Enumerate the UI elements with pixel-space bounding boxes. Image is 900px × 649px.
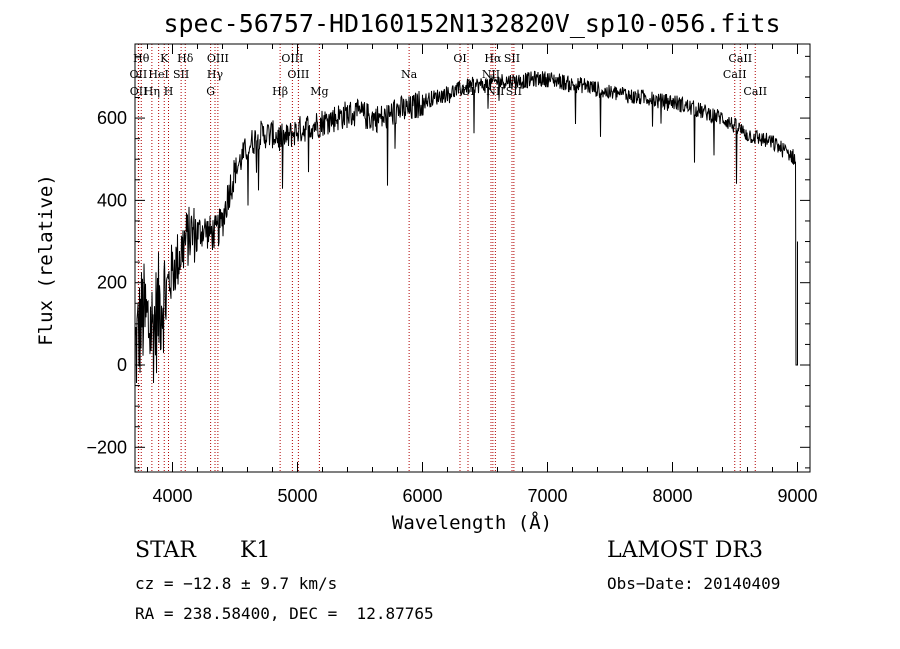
object-class: STAR bbox=[135, 538, 196, 563]
object-subclass: K1 bbox=[240, 538, 271, 563]
line-label-25: CaII bbox=[723, 68, 747, 81]
line-label-15: Mg bbox=[310, 85, 328, 98]
line-label-2: OII bbox=[130, 85, 148, 98]
line-label-3: Hη bbox=[144, 85, 160, 98]
line-label-10: Hγ bbox=[207, 68, 224, 81]
y-axis-ticks: −200 0 200 400 600 bbox=[86, 55, 810, 469]
x-axis-ticks: 4000 5000 6000 7000 8000 9000 bbox=[147, 44, 818, 506]
x-tick-label-0: 4000 bbox=[152, 486, 192, 506]
y-tick-label-3: 400 bbox=[97, 190, 127, 210]
x-tick-label-4: 8000 bbox=[652, 486, 692, 506]
line-label-19: Hα bbox=[484, 52, 502, 65]
line-label-13: OIII bbox=[281, 52, 303, 65]
line-label-5: K bbox=[160, 52, 169, 65]
line-label-4: HeI bbox=[148, 68, 168, 81]
ra-dec-coordinates: RA = 238.58400, DEC = 12.87765 bbox=[135, 604, 434, 623]
spectrum-line bbox=[134, 70, 798, 384]
x-tick-label-5: 9000 bbox=[777, 486, 817, 506]
line-label-6: H bbox=[164, 85, 174, 98]
spectral-line-markers bbox=[137, 44, 756, 472]
line-label-7: SII bbox=[173, 68, 189, 81]
line-label-12: Hβ bbox=[272, 85, 288, 98]
x-tick-label-1: 5000 bbox=[277, 486, 317, 506]
line-label-0: Hθ bbox=[133, 52, 150, 65]
line-label-14: OIII bbox=[287, 68, 309, 81]
line-label-8: Hδ bbox=[177, 52, 194, 65]
y-tick-label-0: −200 bbox=[86, 437, 127, 457]
x-axis-label: Wavelength (Å) bbox=[392, 511, 552, 534]
line-label-16: Na bbox=[401, 68, 418, 81]
x-tick-label-3: 7000 bbox=[527, 486, 567, 506]
line-label-24: CaII bbox=[728, 52, 752, 65]
chart-title: spec-56757-HD160152N132820V_sp10-056.fit… bbox=[163, 9, 780, 38]
line-label-22: SII bbox=[504, 52, 520, 65]
redshift-cz: cz = −12.8 ± 9.7 km/s bbox=[135, 574, 338, 593]
y-tick-label-2: 200 bbox=[97, 273, 127, 293]
line-label-26: CaII bbox=[743, 85, 767, 98]
line-label-1: OII bbox=[130, 68, 148, 81]
survey-name: LAMOST DR3 bbox=[607, 538, 763, 563]
y-tick-label-1: 0 bbox=[117, 355, 127, 375]
y-tick-label-4: 600 bbox=[97, 108, 127, 128]
x-tick-label-2: 6000 bbox=[402, 486, 442, 506]
line-label-23: SII bbox=[506, 85, 522, 98]
y-axis-label: Flux (relative) bbox=[35, 174, 57, 346]
line-label-17: OI bbox=[453, 52, 466, 65]
observation-date: Obs−Date: 20140409 bbox=[607, 574, 781, 593]
spectrum-chart: spec-56757-HD160152N132820V_sp10-056.fit… bbox=[35, 9, 818, 534]
line-label-11: G bbox=[206, 85, 215, 98]
line-label-9: OIII bbox=[207, 52, 229, 65]
